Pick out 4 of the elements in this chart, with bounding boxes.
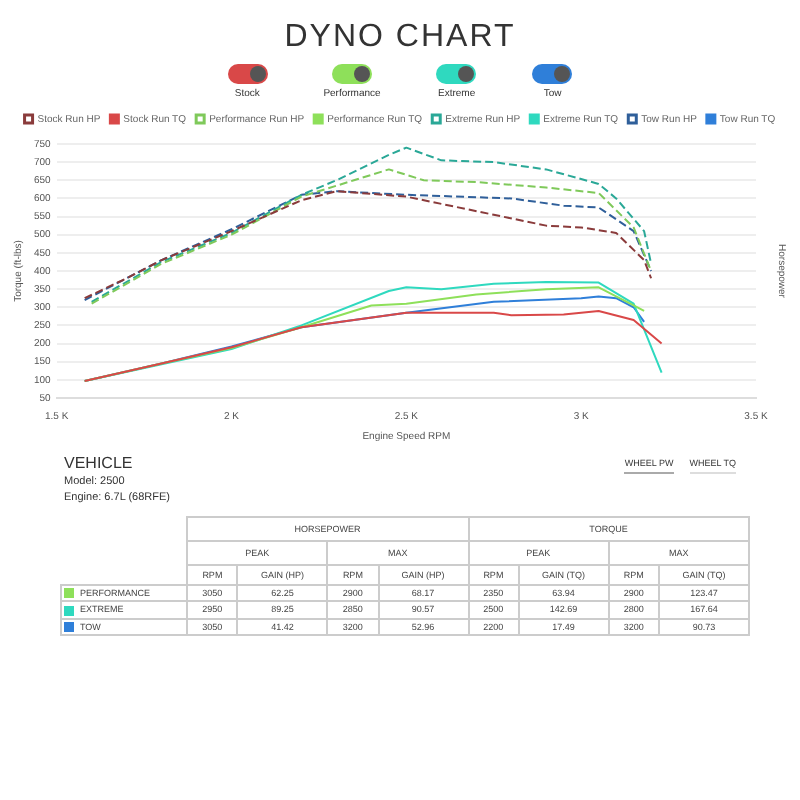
line-series <box>90 168 653 305</box>
line-series <box>90 146 653 303</box>
text: VEHICLE <box>64 454 133 472</box>
chart-title: DYNO CHART <box>282 18 518 56</box>
